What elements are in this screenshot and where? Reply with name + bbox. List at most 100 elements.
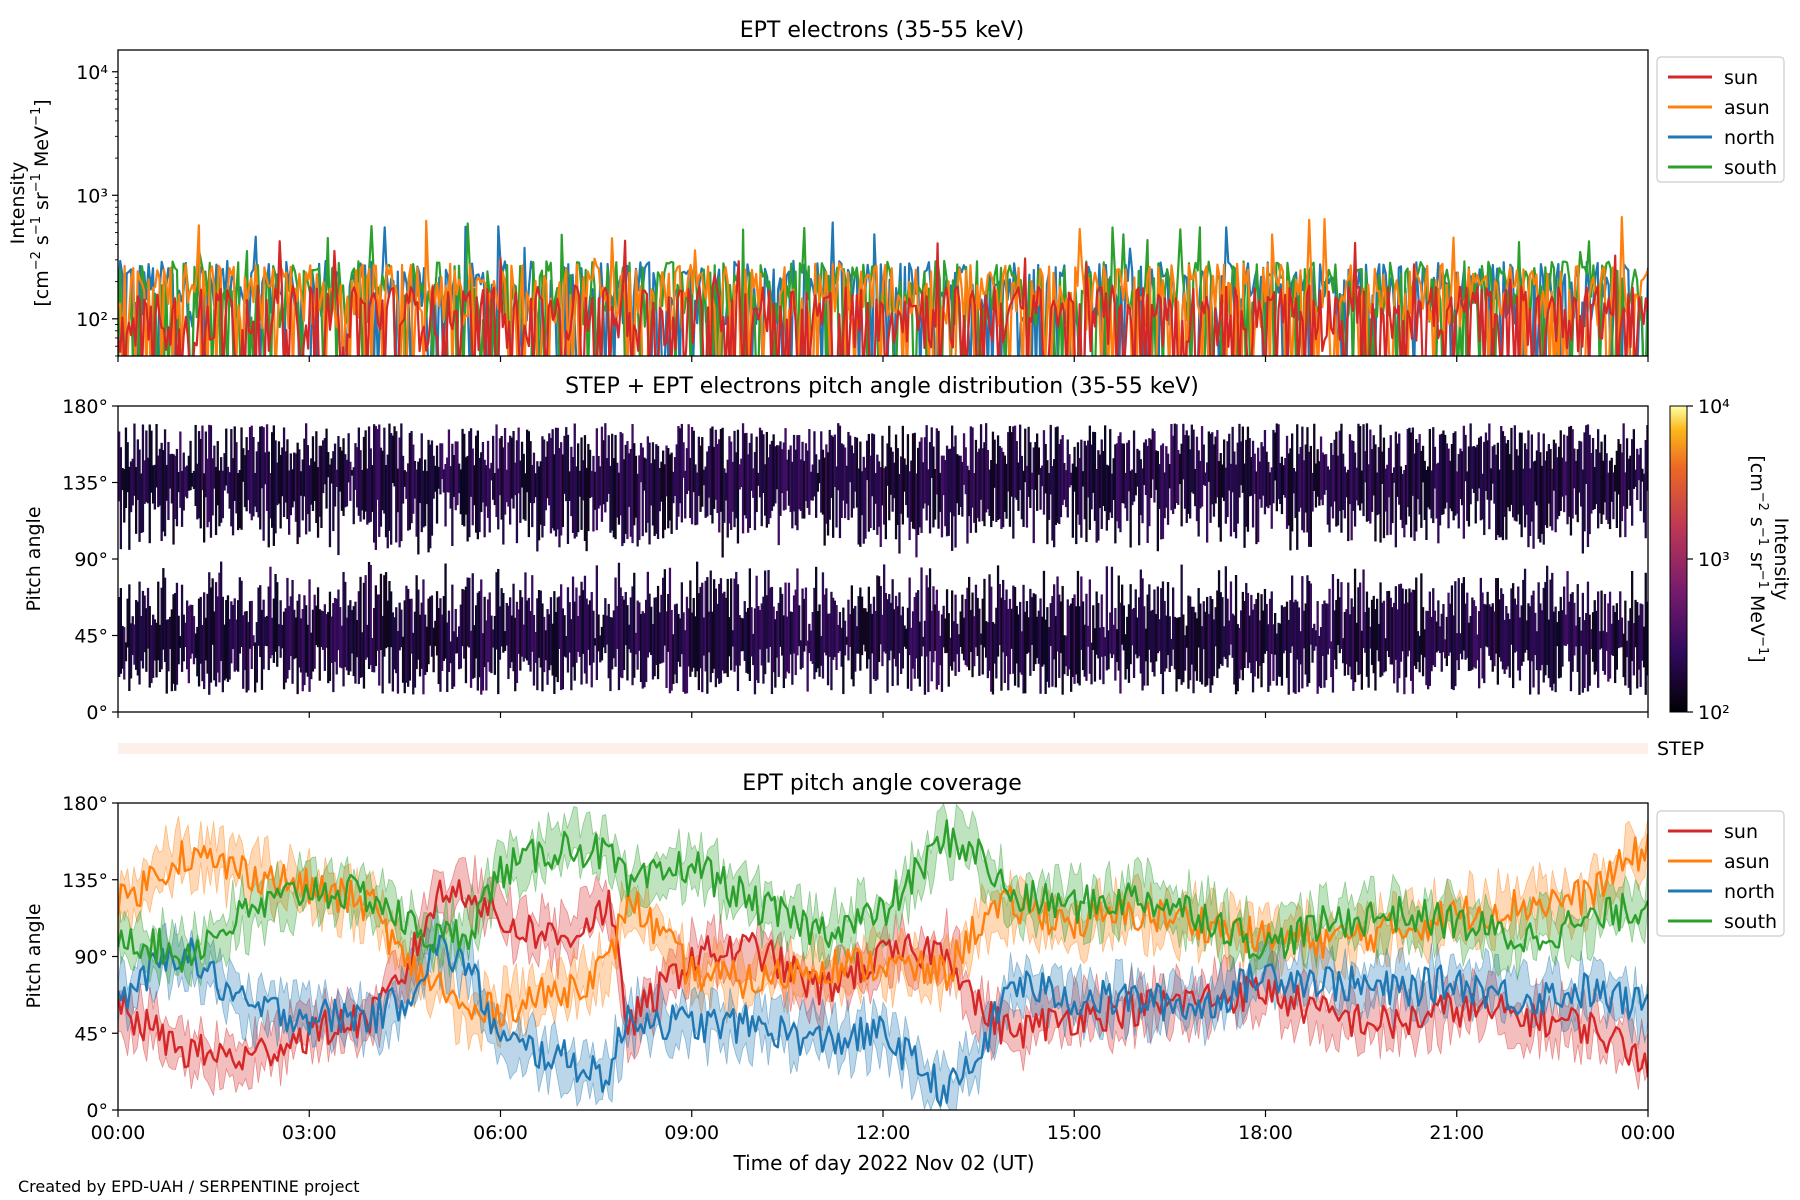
pad-cell [1331, 574, 1335, 693]
pad-cell [1347, 582, 1350, 676]
pad-cell [194, 633, 197, 659]
pad-cell [1243, 463, 1246, 548]
pad-cell [225, 428, 228, 486]
pad-cell [128, 584, 131, 691]
pad-cell [398, 437, 401, 548]
pad-cell [1549, 579, 1552, 688]
pad-cell [699, 586, 702, 669]
pad-cell [682, 442, 685, 478]
pad-cell [1122, 443, 1125, 504]
pad-cell [1455, 471, 1459, 514]
pad-cell [772, 606, 775, 673]
pad-cell [1574, 625, 1578, 647]
pad-cell [133, 423, 136, 496]
pad-cell [896, 448, 899, 525]
pad-cell [940, 614, 944, 692]
pad-cell [1438, 626, 1442, 654]
pad-cell [1226, 441, 1229, 518]
pad-cell [291, 469, 294, 508]
pad-cell [1321, 452, 1324, 506]
pad-cell [556, 597, 559, 683]
pad-cell [1479, 436, 1482, 521]
pad-cell [1161, 581, 1165, 695]
pad-cell [1192, 429, 1195, 494]
pad-cell [196, 626, 199, 677]
x-axis-label: Time of day 2022 Nov 02 (UT) [733, 1151, 1035, 1175]
pad-cell [1121, 443, 1124, 504]
pad-cell [573, 601, 576, 681]
pad-cell [874, 473, 877, 504]
pad-cell [1132, 607, 1136, 679]
pad-cell [718, 439, 721, 533]
pad-cell [1177, 617, 1180, 680]
pad-cell [901, 606, 904, 669]
pad-cell [158, 624, 162, 672]
pad-cell [872, 434, 876, 531]
pad-cell [1369, 429, 1372, 524]
pad-cell [901, 425, 904, 525]
pad-cell [770, 440, 774, 511]
pad-cell [1357, 587, 1360, 676]
pad-cell [728, 617, 731, 657]
pad-cell [847, 431, 850, 521]
pad-cell [743, 433, 746, 516]
pad-cell [1515, 449, 1518, 522]
pad-cell [1059, 439, 1063, 518]
pad-cell [1542, 587, 1545, 683]
pad-cell [1117, 435, 1120, 529]
pad-cell [1603, 434, 1607, 503]
pad-cell [917, 447, 920, 535]
pad-cell [1197, 588, 1200, 648]
pad-cell [690, 426, 694, 525]
pad-cell [748, 442, 751, 528]
pad-cell [526, 429, 529, 493]
pad-cell [1342, 453, 1345, 510]
pad-cell [1268, 472, 1272, 506]
pad-cell [764, 570, 767, 675]
pad-cell [629, 597, 632, 653]
pad-cell [1532, 590, 1535, 688]
pad-cell [560, 442, 563, 536]
y-tick-label: 10² [76, 309, 108, 331]
pad-cell [791, 461, 794, 529]
panel2-y-ticks: 0°45°90°135°180° [62, 396, 118, 724]
pad-cell [1586, 424, 1590, 548]
pad-cell [1573, 602, 1576, 656]
pad-cell [1423, 460, 1426, 521]
pad-cell [655, 444, 658, 534]
pad-cell [786, 616, 789, 672]
pad-cell [1013, 587, 1017, 686]
pad-cell [1066, 599, 1069, 676]
pad-cell [478, 591, 481, 678]
pad-cell [580, 437, 583, 530]
pad-cell [595, 428, 598, 531]
pad-cell [563, 615, 566, 657]
pad-cell [213, 611, 216, 681]
pad-cell [1029, 442, 1032, 509]
pad-cell [1277, 424, 1280, 500]
pad-cell [1444, 434, 1447, 509]
pad-cell [362, 436, 366, 520]
pad-cell [1199, 603, 1202, 682]
y-tick-label: 0° [86, 702, 108, 724]
pad-cell [1432, 588, 1435, 666]
pad-cell [425, 626, 428, 673]
pad-cell [527, 431, 530, 538]
pad-cell [1229, 463, 1233, 537]
pad-cell [119, 588, 122, 674]
pad-cell [352, 467, 355, 525]
pad-cell [160, 587, 163, 670]
pad-cell [677, 426, 680, 517]
pad-cell [473, 465, 476, 506]
pad-cell [1107, 465, 1110, 521]
pad-cell [276, 582, 279, 667]
pad-cell [731, 630, 734, 647]
pad-cell [1032, 593, 1035, 671]
pad-cell [1262, 446, 1265, 496]
pad-cell [1214, 607, 1217, 647]
pad-cell [1098, 454, 1102, 509]
pad-cell [1061, 435, 1064, 506]
pad-cell [374, 426, 377, 550]
pad-cell [233, 598, 236, 672]
pad-cell [1039, 598, 1042, 694]
